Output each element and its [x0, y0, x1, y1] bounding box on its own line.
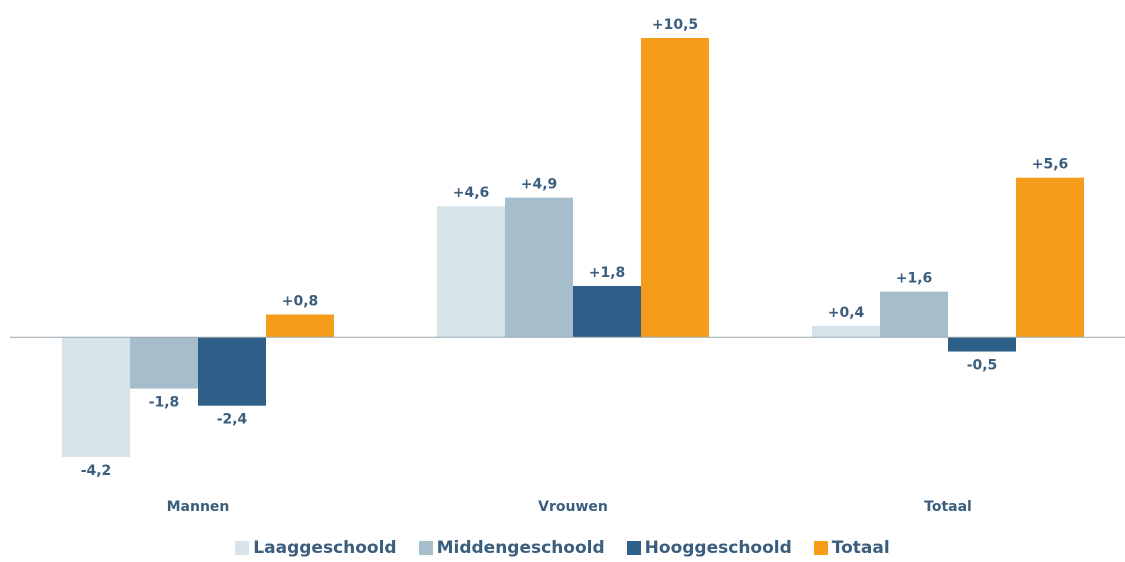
value-label: +10,5 [652, 17, 698, 33]
value-label: -2,4 [217, 412, 248, 428]
x-tick-label: Totaal [924, 499, 972, 515]
value-label: +1,6 [896, 271, 933, 287]
bar [198, 337, 266, 406]
bar [948, 337, 1016, 352]
legend-swatch [235, 541, 250, 555]
value-label: -1,8 [149, 395, 180, 411]
legend-item: Middengeschoold [418, 538, 605, 558]
bar [1016, 177, 1084, 338]
legend-label: Middengeschoold [436, 538, 605, 558]
bar [266, 314, 334, 338]
value-label: +4,6 [453, 185, 490, 201]
value-label: +5,6 [1032, 157, 1069, 173]
legend-swatch [418, 541, 433, 555]
bar [573, 285, 641, 338]
value-label: +0,4 [828, 305, 865, 321]
value-label: -0,5 [967, 358, 998, 374]
legend-label: Laaggeschoold [253, 538, 397, 558]
x-tick-label: Vrouwen [538, 499, 608, 515]
value-label: -4,2 [81, 463, 112, 479]
bar [812, 325, 880, 338]
legend-label: Totaal [831, 538, 890, 558]
value-label: +4,9 [521, 177, 558, 193]
bar [880, 291, 948, 338]
value-label: +1,8 [589, 265, 626, 281]
bar [641, 38, 709, 338]
bar [505, 197, 573, 338]
bar [130, 337, 198, 389]
legend: Laaggeschoold Middengeschoold Hooggeschool… [0, 538, 1125, 558]
value-label: +0,8 [282, 293, 319, 309]
bar [62, 337, 130, 457]
legend-swatch [626, 541, 641, 555]
legend-item: Hooggeschoold [626, 538, 792, 558]
x-tick-label: Mannen [167, 499, 230, 515]
bar [437, 206, 505, 338]
legend-label: Hooggeschoold [644, 538, 792, 558]
legend-item: Laaggeschoold [235, 538, 397, 558]
legend-swatch [813, 541, 828, 555]
chart: -4,2 -1,8 -2,4 +0,8 Mannen +4,6 +4,9 +1,8 +10,5 V… [10, 17, 1125, 515]
legend-item: Totaal [813, 538, 890, 558]
